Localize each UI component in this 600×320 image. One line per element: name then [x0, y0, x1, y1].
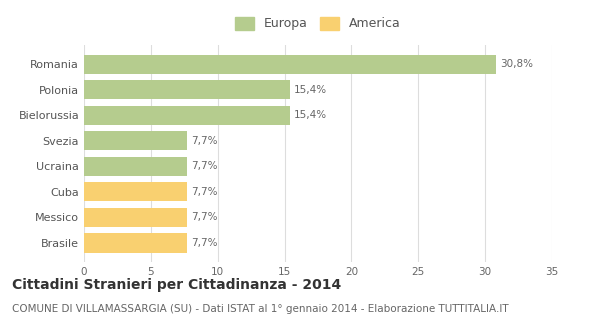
- Bar: [84, 80, 290, 99]
- Bar: [84, 157, 187, 176]
- Text: 15,4%: 15,4%: [294, 110, 327, 120]
- Text: 7,7%: 7,7%: [191, 212, 217, 222]
- Text: COMUNE DI VILLAMASSARGIA (SU) - Dati ISTAT al 1° gennaio 2014 - Elaborazione TUT: COMUNE DI VILLAMASSARGIA (SU) - Dati IST…: [12, 304, 509, 314]
- Bar: [84, 106, 290, 125]
- Text: 15,4%: 15,4%: [294, 85, 327, 95]
- Text: 30,8%: 30,8%: [500, 59, 533, 69]
- Legend: Europa, America: Europa, America: [232, 13, 404, 34]
- Text: Cittadini Stranieri per Cittadinanza - 2014: Cittadini Stranieri per Cittadinanza - 2…: [12, 278, 341, 292]
- Text: 7,7%: 7,7%: [191, 136, 217, 146]
- Bar: [84, 233, 187, 252]
- Bar: [84, 208, 187, 227]
- Text: 7,7%: 7,7%: [191, 187, 217, 197]
- Bar: [84, 55, 496, 74]
- Text: 7,7%: 7,7%: [191, 161, 217, 172]
- Bar: [84, 182, 187, 202]
- Bar: [84, 131, 187, 150]
- Text: 7,7%: 7,7%: [191, 238, 217, 248]
